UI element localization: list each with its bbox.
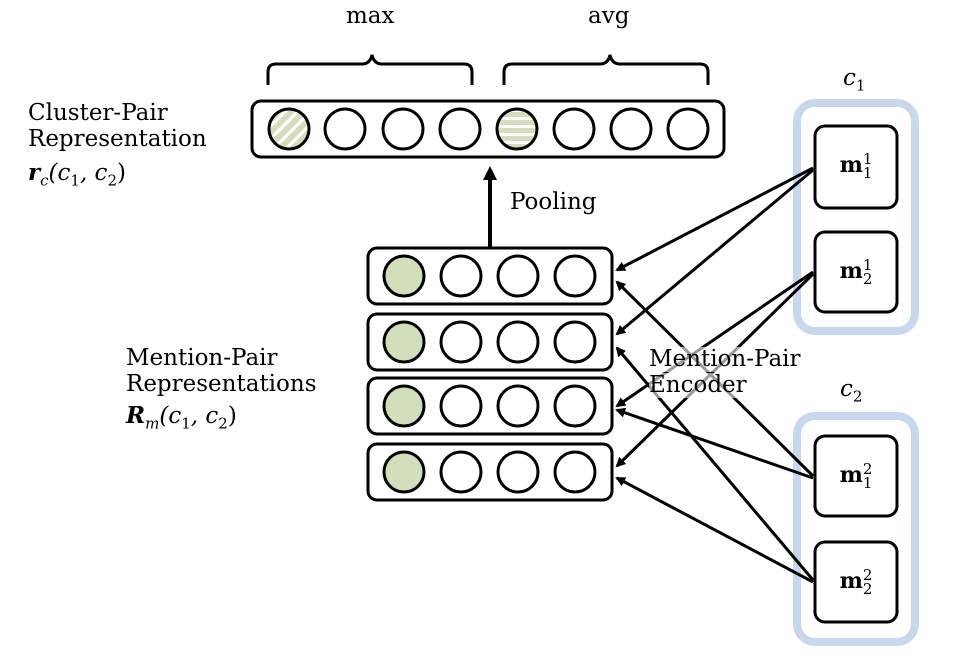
max-brace <box>266 54 474 85</box>
cluster-c1-label: c1 <box>843 65 866 95</box>
max-label: max <box>346 3 395 29</box>
avg-label: avg <box>588 3 630 29</box>
mention-box-m21 <box>813 230 899 314</box>
mention-pair-row-1 <box>366 246 614 306</box>
mention-pair-row-3 <box>366 376 614 436</box>
avg-pooled-unit <box>495 107 539 151</box>
mention-m21-label: m1 2 <box>839 256 873 288</box>
mention-box-m12 <box>813 434 899 518</box>
mention-m12-label: m2 1 <box>839 460 873 492</box>
cluster-pair-vector <box>250 99 726 159</box>
encoder-label-line1: Mention-Pair <box>649 346 801 372</box>
encoder-label-line2: Encoder <box>649 372 747 398</box>
mention-pair-row-4 <box>366 442 614 502</box>
mention-box-m11 <box>813 124 899 210</box>
mention-m22-label: m2 2 <box>839 566 873 598</box>
cluster-c2-label: c2 <box>840 376 863 406</box>
cluster-pair-title-line2: Representation <box>28 126 207 152</box>
mention-pair-title-line1: Mention-Pair <box>126 345 278 371</box>
pooling-label: Pooling <box>510 189 597 215</box>
mention-pair-symbol: Rm(c1, c2) <box>126 402 237 433</box>
avg-brace <box>502 54 710 85</box>
mention-pair-title-line2: Representations <box>126 371 317 397</box>
max-pooled-unit <box>267 107 311 151</box>
mention-m11-label: m1 1 <box>839 150 873 182</box>
cluster-pair-symbol: rc(c1, c2) <box>28 159 126 190</box>
mention-pair-row-2 <box>366 312 614 372</box>
cluster-pair-title-line1: Cluster-Pair <box>28 100 168 126</box>
mention-box-m22 <box>813 540 899 624</box>
